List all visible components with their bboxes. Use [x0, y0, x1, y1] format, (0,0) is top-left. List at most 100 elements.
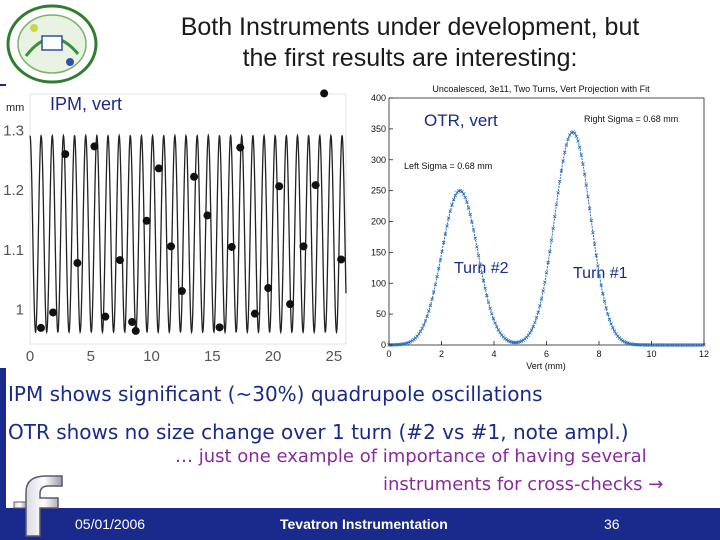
otr-data-mark [423, 319, 428, 323]
otr-data-mark [443, 232, 448, 236]
otr-chart-title: Uncoalesced, 3e11, Two Turns, Vert Proje… [432, 84, 650, 94]
ipm-data-point [299, 242, 308, 251]
footer-bar: 05/01/2006 Tevatron Instrumentation 36 [0, 508, 720, 540]
otr-data-mark [504, 338, 509, 342]
turn2-label: Turn #2 [454, 260, 509, 277]
otr-data-mark [453, 193, 458, 198]
otr-data-mark [490, 311, 494, 316]
otr-data-mark [425, 314, 429, 319]
otr-data-mark [526, 333, 531, 338]
otr-data-mark [494, 324, 499, 329]
otr-data-mark [599, 283, 603, 288]
otr-data-mark [451, 197, 456, 202]
page-number: 36 [604, 516, 620, 532]
otr-data-mark [566, 137, 570, 141]
otr-data-mark [481, 278, 486, 283]
otr-label: OTR, vert [424, 111, 498, 130]
otr-data-mark [450, 203, 454, 207]
ipm-data-point [128, 317, 137, 326]
ipm-xtick-label: 25 [326, 348, 343, 365]
otr-ytick-label: 300 [371, 155, 386, 165]
turn1-label: Turn #1 [573, 265, 628, 282]
otr-data-mark [592, 242, 597, 246]
workshop-logo [6, 4, 98, 84]
ipm-data-point [61, 150, 70, 159]
ipm-data-point [190, 172, 199, 181]
ipm-data-point [236, 143, 245, 152]
ipm-data-point [166, 242, 175, 251]
otr-data-mark [448, 209, 453, 213]
ipm-data-point [49, 308, 58, 317]
footer-title: Tevatron Instrumentation [280, 516, 448, 532]
otr-data-mark [544, 270, 549, 275]
ipm-data-point [36, 323, 45, 332]
otr-data-mark [611, 326, 615, 330]
otr-data-mark [420, 326, 424, 331]
otr-data-mark [564, 143, 569, 147]
ipm-data-point [101, 312, 110, 321]
otr-data-mark [488, 306, 492, 311]
otr-data-mark [584, 183, 589, 188]
otr-data-mark [531, 324, 536, 329]
otr-data-mark [468, 212, 473, 217]
otr-data-mark [589, 218, 594, 223]
note-line-1: … just one example of importance of havi… [175, 446, 647, 467]
otr-data-mark [491, 316, 496, 321]
otr-data-mark [551, 226, 555, 231]
otr-data-mark [471, 228, 476, 232]
otr-data-mark [541, 289, 545, 293]
otr-data-mark [430, 297, 434, 301]
otr-xtick-label: 12 [699, 349, 709, 359]
otr-data-mark [461, 192, 466, 196]
header-band [0, 0, 720, 84]
ipm-chart: mm IPM, vert 0 5 10 15 20 25 1 1.1 1.2 1.3 [0, 86, 362, 368]
ipm-data-point [215, 323, 224, 332]
otr-data-mark [596, 264, 600, 268]
otr-data-mark [446, 216, 451, 220]
bullet-ipm: IPM shows significant (~30%) quadrupole … [8, 382, 543, 406]
otr-data-mark [587, 206, 592, 211]
ipm-data-point [286, 300, 295, 309]
otr-data-mark [493, 321, 497, 325]
otr-data-mark [579, 153, 584, 157]
otr-data-mark [408, 339, 413, 344]
otr-data-mark [418, 329, 423, 334]
otr-data-mark [463, 195, 468, 200]
otr-data-mark [422, 323, 426, 327]
ipm-xtick-label: 5 [87, 348, 95, 365]
bullet-otr: OTR shows no size change over 1 turn (#2… [8, 420, 629, 444]
right-sigma-annotation: Right Sigma = 0.68 mm [584, 114, 678, 124]
title-line-1: Both Instruments under development, but [180, 13, 640, 41]
otr-data-mark [607, 317, 612, 322]
otr-ytick-label: 350 [371, 124, 386, 134]
otr-xtick-label: 10 [646, 349, 656, 359]
otr-data-mark [458, 188, 463, 193]
ipm-data-point [131, 326, 140, 335]
otr-data-mark [441, 240, 446, 245]
otr-data-mark [581, 162, 585, 166]
ipm-data-point [177, 287, 186, 296]
otr-ytick-label: 100 [371, 278, 386, 288]
otr-data-mark [562, 150, 567, 155]
otr-data-mark [557, 179, 562, 184]
otr-data-mark [417, 332, 421, 336]
otr-data-mark [536, 310, 540, 315]
otr-ytick-label: 0 [381, 340, 386, 350]
otr-data-mark [534, 315, 539, 320]
otr-data-mark [431, 290, 436, 294]
ipm-ytick-label: 1.2 [3, 182, 24, 199]
fermilab-logo [13, 475, 63, 537]
otr-data-mark [577, 145, 582, 150]
otr-xtick-label: 2 [439, 349, 444, 359]
otr-data-mark [549, 238, 554, 243]
otr-data-mark [582, 172, 587, 177]
otr-data-mark [586, 194, 590, 199]
otr-data-mark [428, 303, 433, 308]
otr-xtick-label: 6 [544, 349, 549, 359]
otr-ytick-label: 400 [371, 93, 386, 103]
ipm-data-point [275, 182, 284, 191]
otr-data-mark [553, 214, 557, 219]
ipm-data-point [264, 284, 273, 293]
ipm-unit-label: mm [6, 102, 24, 114]
otr-data-mark [519, 339, 524, 343]
